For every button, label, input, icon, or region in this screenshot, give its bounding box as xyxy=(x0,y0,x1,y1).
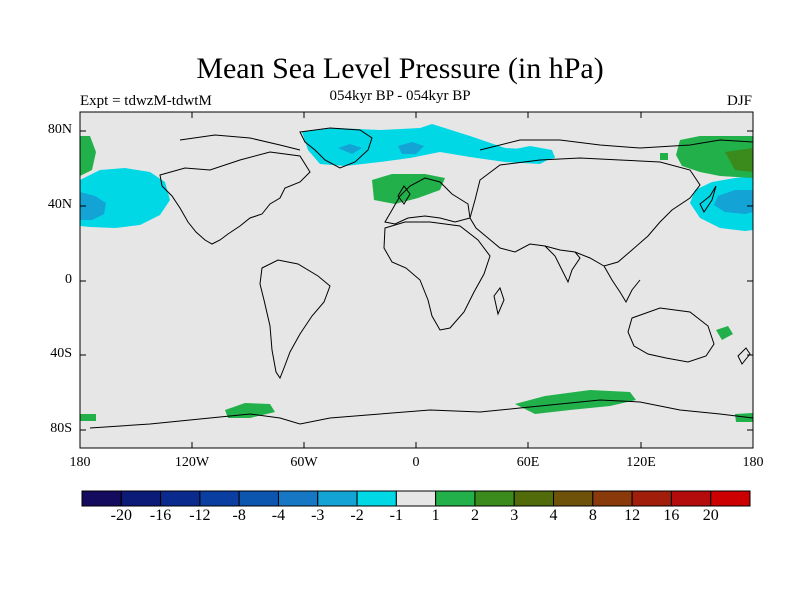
colorbar-swatch xyxy=(160,490,201,507)
coastline-india xyxy=(544,245,581,284)
anomaly-greenland xyxy=(302,124,555,166)
lon-tick-marks xyxy=(191,112,642,448)
colorbar-swatch xyxy=(238,490,279,507)
colorbar-swatch xyxy=(710,490,751,507)
colorbar-swatch xyxy=(356,490,397,507)
colorbar-label: -12 xyxy=(189,507,211,524)
lat-label-40s: 40S xyxy=(50,346,72,361)
coastlines xyxy=(89,127,754,429)
colorbar-label: 2 xyxy=(470,507,479,524)
colorbar-label: 3 xyxy=(510,507,519,524)
anomaly-east-siberia-core xyxy=(725,148,753,172)
lat-tick-marks xyxy=(80,130,753,431)
lon-label-120e: 120E xyxy=(626,455,656,470)
coastline-japan xyxy=(699,185,717,213)
colorbar-label: -2 xyxy=(350,507,364,524)
colorbar-swatch xyxy=(317,490,358,507)
colorbar-swatch xyxy=(395,490,437,507)
anomaly-siberia-negative xyxy=(510,146,555,162)
colorbar-label: 1 xyxy=(431,507,440,524)
lat-label-0: 0 xyxy=(65,272,72,287)
colorbar-swatch xyxy=(199,490,240,507)
colorbar-swatch xyxy=(670,490,712,507)
coastline-africa xyxy=(383,221,491,331)
colorbar-label: 12 xyxy=(624,507,641,524)
anomaly-northern-europe xyxy=(372,174,445,204)
lon-label-0: 0 xyxy=(412,455,420,470)
colorbar-swatch xyxy=(120,490,162,507)
colorbar-swatch xyxy=(513,490,555,507)
colorbar-swatch xyxy=(277,490,319,507)
anomaly-fills xyxy=(80,124,753,422)
lat-label-40n: 40N xyxy=(47,197,72,212)
coastline-north-america xyxy=(159,151,311,245)
map-background xyxy=(80,112,753,448)
lon-label-180-east: 180 xyxy=(742,455,764,470)
anomaly-antarctic-left xyxy=(80,414,96,421)
colorbar-swatch xyxy=(435,490,476,507)
coastline-greenland xyxy=(299,127,373,169)
lon-label-60w: 60W xyxy=(290,455,318,470)
anomaly-north-pacific-west-core xyxy=(80,192,106,220)
lat-label-80n: 80N xyxy=(47,122,72,137)
colorbar-swatch xyxy=(553,490,594,507)
lat-label-80s: 80S xyxy=(50,421,72,436)
colorbar-label: 16 xyxy=(663,507,680,524)
colorbar-label: 4 xyxy=(549,507,558,524)
colorbar-label: 8 xyxy=(588,507,597,524)
colorbar-label: -4 xyxy=(271,507,286,524)
map-title: Mean Sea Level Pressure (in hPa) xyxy=(196,52,604,85)
anomaly-greenland-core-1 xyxy=(338,144,362,154)
coastline-europe xyxy=(384,177,471,225)
coastline-southeast-asia xyxy=(603,265,641,304)
coastline-australia xyxy=(627,307,715,363)
colorbar-label: -16 xyxy=(149,507,172,524)
anomaly-kamchatka-small xyxy=(660,153,668,160)
colorbar-label: -20 xyxy=(110,507,132,524)
coastline-south-america xyxy=(259,259,331,380)
colorbar-label: 20 xyxy=(702,507,719,524)
lon-label-180-west: 180 xyxy=(69,455,91,470)
anomaly-arctic-west xyxy=(80,136,96,176)
anomaly-australia-east xyxy=(716,326,733,340)
season-label: DJF xyxy=(726,93,752,109)
anomaly-greenland-core-2 xyxy=(398,142,424,154)
colorbar-swatch xyxy=(474,490,515,507)
lon-label-60e: 60E xyxy=(516,455,540,470)
anomaly-antarctic-west xyxy=(225,403,275,418)
colorbar-label: -8 xyxy=(232,507,246,524)
coastline-antarctica xyxy=(89,399,754,429)
coastline-canadian-arctic xyxy=(179,134,301,151)
colorbar-label: -3 xyxy=(311,507,325,524)
colorbar-label: -1 xyxy=(389,507,403,524)
coastline-arctic-asia xyxy=(479,139,754,151)
coastline-new-zealand xyxy=(737,347,751,365)
coastline-british-isles xyxy=(397,185,411,205)
anomaly-west-pacific-east-core xyxy=(714,190,753,214)
colorbar-swatch xyxy=(631,490,672,507)
colorbar-swatch xyxy=(81,490,122,507)
colorbar-swatch xyxy=(592,490,633,507)
colorbar xyxy=(81,490,751,507)
experiment-label: Expt = tdwzM-tdwtM xyxy=(80,93,212,109)
anomaly-antarctic-right xyxy=(735,413,753,422)
map-subtitle: 054kyr BP - 054kyr BP xyxy=(329,88,471,104)
coastline-madagascar xyxy=(493,286,505,316)
coastline-asia xyxy=(469,157,701,267)
lon-label-120w: 120W xyxy=(174,455,210,470)
